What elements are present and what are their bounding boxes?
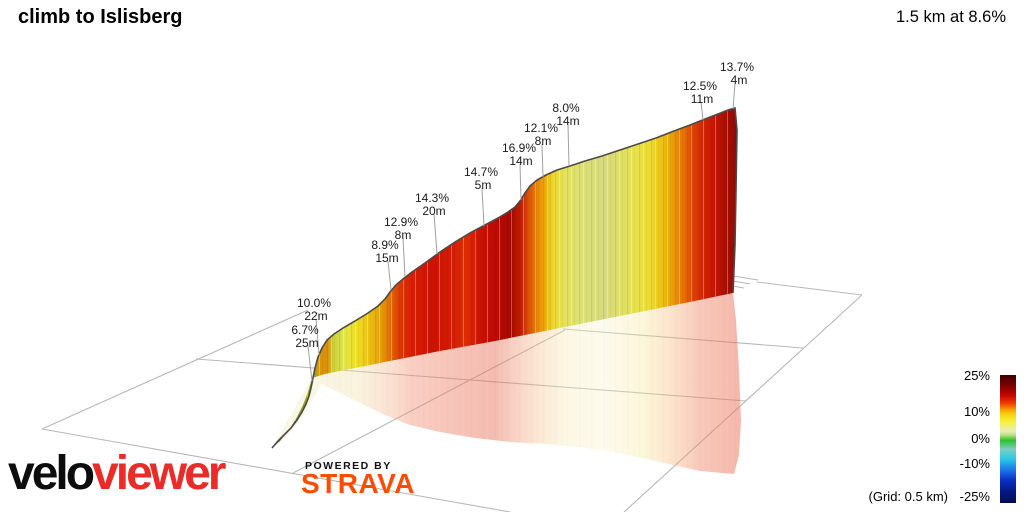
segment-gradient: 12.1%: [524, 121, 558, 135]
segment-height: 14m: [509, 154, 532, 168]
segment-gradient: 8.9%: [371, 238, 399, 252]
legend-tick-25: 25%: [963, 368, 990, 383]
segment-height: 8m: [535, 134, 552, 148]
legend-tick-0: 0%: [971, 431, 990, 446]
segment-height: 14m: [556, 114, 579, 128]
veloviewer-logo[interactable]: veloviewer: [8, 447, 226, 508]
segment-height: 11m: [691, 92, 713, 106]
legend-tick-10: 10%: [963, 404, 990, 419]
segment-gradient: 16.9%: [502, 141, 536, 155]
page-title: climb to Islisberg: [18, 6, 183, 28]
segment-labels: 6.7% 25m 10.0% 22m 8.9% 15m 12.9% 8m 14.…: [291, 60, 754, 350]
segment-gradient: 8.0%: [552, 101, 580, 115]
segment-height: 4m: [731, 73, 748, 87]
strava-logo[interactable]: STRAVA: [301, 468, 415, 499]
segment-gradient: 12.5%: [683, 79, 717, 93]
segment-height: 20m: [422, 204, 445, 218]
segment-gradient: 6.7%: [291, 323, 319, 337]
label-leader-lines: [307, 82, 736, 382]
segment-height: 8m: [395, 228, 412, 242]
veloviewer-logo-velo: velo: [8, 447, 95, 500]
climb-summary: 1.5 km at 8.6%: [895, 8, 1006, 26]
segment-height: 5m: [475, 178, 492, 192]
profile-top-outline: [271, 106, 738, 449]
segment-height: 25m: [295, 336, 318, 350]
grid-spacing-note: (Grid: 0.5 km): [868, 489, 948, 504]
veloviewer-logo-viewer: viewer: [92, 447, 226, 500]
start-tail-shadow: [272, 378, 322, 448]
segment-gradient: 12.9%: [384, 215, 418, 229]
segment-gradient: 10.0%: [297, 296, 331, 310]
segment-gradient: 14.7%: [464, 165, 498, 179]
segment-height: 15m: [375, 251, 398, 265]
legend-tick-minus25: -25%: [959, 489, 990, 504]
elevation-wall: [271, 106, 738, 449]
segment-height: 22m: [304, 309, 327, 323]
legend-tick-minus10: -10%: [959, 456, 990, 471]
segment-gradient: 13.7%: [720, 60, 754, 74]
gradient-legend-bar: [1000, 375, 1016, 503]
segment-gradient: 14.3%: [415, 191, 449, 205]
powered-by-label: POWERED BY: [305, 460, 392, 472]
